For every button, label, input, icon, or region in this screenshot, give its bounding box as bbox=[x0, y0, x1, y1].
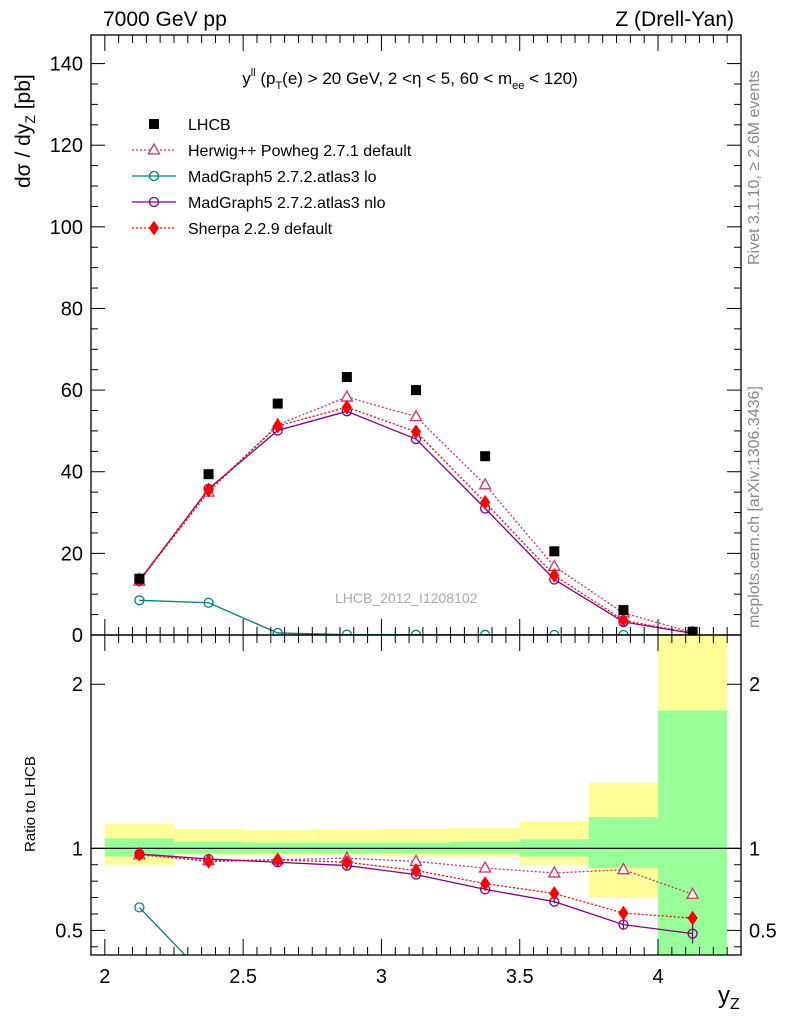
legend-label-series-2: MadGraph5 2.7.2.atlas3 nlo bbox=[188, 195, 386, 212]
y-tick-label: 140 bbox=[50, 54, 83, 76]
ratio-panel bbox=[91, 635, 741, 955]
ratio-tick-label-right: 0.5 bbox=[749, 920, 777, 942]
legend-label-series-1: MadGraph5 2.7.2.atlas3 lo bbox=[188, 169, 377, 186]
marker-series-1 bbox=[272, 627, 283, 635]
ratio-marker-series-3 bbox=[687, 910, 698, 926]
ratio-marker-series-3 bbox=[480, 876, 491, 891]
plot-title-part: ee bbox=[512, 80, 524, 92]
ratio-band-inner bbox=[588, 817, 659, 869]
y-tick-label: 40 bbox=[61, 462, 83, 484]
ratio-marker-series-3 bbox=[272, 852, 283, 868]
legend-label-data: LHCB bbox=[188, 117, 231, 134]
ratio-marker-series-3 bbox=[618, 905, 629, 921]
analysis-watermark: LHCB_2012_I1208102 bbox=[335, 590, 478, 606]
marker-series-3 bbox=[618, 612, 629, 628]
legend-marker-data bbox=[149, 119, 159, 129]
ratio-marker-series-0 bbox=[685, 886, 700, 899]
marker-series-3 bbox=[549, 568, 560, 583]
ratio-marker-series-0 bbox=[616, 862, 631, 875]
plot-title-part: (e) > 20 GeV, 2 <η < 5, 60 < m bbox=[282, 69, 512, 88]
data-point-lhcb bbox=[618, 605, 629, 616]
marker-series-1 bbox=[203, 597, 214, 608]
marker-series-3 bbox=[341, 399, 352, 415]
ratio-marker-series-3 bbox=[410, 863, 422, 878]
marker-series-3 bbox=[203, 482, 214, 498]
ratio-marker-series-3 bbox=[134, 846, 145, 862]
marker-series-0 bbox=[340, 389, 354, 402]
ratio-tick-label-left: 1 bbox=[72, 838, 83, 860]
marker-series-0 bbox=[409, 409, 423, 422]
ratio-marker-series-3 bbox=[203, 854, 214, 869]
header-left: 7000 GeV pp bbox=[103, 8, 227, 31]
y-tick-label: 80 bbox=[61, 298, 83, 320]
x-tick-label: 4 bbox=[652, 966, 663, 988]
marker-series-1 bbox=[618, 629, 629, 635]
ratio-band-inner bbox=[450, 841, 520, 854]
rivet-label: Rivet 3.1.10, ≥ 2.6M events bbox=[746, 70, 763, 265]
header-right: Z (Drell-Yan) bbox=[615, 8, 734, 31]
marker-series-1 bbox=[134, 595, 145, 606]
x-tick-label: 3 bbox=[376, 966, 387, 988]
plot-title: yll (pT(e) > 20 GeV, 2 <η < 5, 60 < mee … bbox=[242, 67, 578, 92]
ratio-tick-label-right: 2 bbox=[749, 674, 760, 696]
legend-marker-series-2 bbox=[148, 196, 160, 208]
ratio-marker-series-1 bbox=[134, 902, 145, 913]
y-tick-label: 120 bbox=[50, 135, 83, 157]
legend-label-series-0: Herwig++ Powheg 2.7.1 default bbox=[188, 143, 412, 160]
ratio-axis-label: Ratio to LHCB bbox=[22, 756, 39, 852]
y-tick-label: 20 bbox=[61, 543, 83, 565]
plot-title-part: (p bbox=[256, 69, 276, 88]
ratio-marker-series-2 bbox=[687, 928, 698, 939]
x-axis-label: yZ bbox=[718, 982, 740, 1013]
ratio-marker-series-3 bbox=[549, 886, 560, 901]
data-point-lhcb bbox=[480, 451, 491, 462]
ratio-marker-series-0 bbox=[478, 860, 492, 873]
ratio-band-inner bbox=[173, 841, 244, 854]
marker-series-3 bbox=[410, 424, 422, 440]
legend-marker-series-3 bbox=[148, 220, 160, 236]
x-tick-label: 3.5 bbox=[506, 966, 534, 988]
marker-series-0 bbox=[478, 477, 492, 490]
y-tick-label: 100 bbox=[50, 217, 83, 239]
y-tick-label: 60 bbox=[61, 380, 83, 402]
ratio-frame bbox=[90, 634, 742, 956]
plot-title-part: < 120) bbox=[524, 69, 577, 88]
ratio-tick-label-left: 0.5 bbox=[55, 920, 83, 942]
marker-series-3 bbox=[480, 494, 491, 510]
ratio-marker-series-0 bbox=[547, 865, 561, 878]
legend-label-series-3: Sherpa 2.2.9 default bbox=[188, 221, 333, 238]
y-axis-label: dσ / dyZ [pb] bbox=[12, 74, 39, 188]
mcplots-label: mcplots.cern.ch [arXiv:1306.3436] bbox=[746, 386, 763, 628]
data-point-lhcb bbox=[411, 385, 421, 396]
marker-series-3 bbox=[272, 418, 283, 434]
legend-marker-series-1 bbox=[148, 170, 160, 182]
data-point-lhcb bbox=[272, 398, 283, 409]
x-tick-label: 2.5 bbox=[229, 966, 257, 988]
main-panel bbox=[132, 372, 698, 635]
plot-title-part: y bbox=[242, 69, 251, 88]
ratio-marker-series-3 bbox=[341, 854, 352, 870]
data-point-lhcb bbox=[134, 573, 145, 584]
plot-title-part: T bbox=[275, 80, 282, 92]
ratio-tick-label-left: 2 bbox=[72, 674, 83, 696]
data-point-lhcb bbox=[549, 546, 560, 557]
data-point-lhcb bbox=[341, 372, 352, 383]
y-tick-label: 0 bbox=[72, 625, 83, 647]
data-point-lhcb bbox=[203, 469, 214, 480]
x-tick-label: 2 bbox=[99, 966, 110, 988]
legend-marker-series-0 bbox=[147, 142, 161, 155]
plot-title-part: ll bbox=[251, 67, 256, 79]
data-point-lhcb bbox=[687, 626, 698, 635]
ratio-tick-label-right: 1 bbox=[749, 838, 760, 860]
